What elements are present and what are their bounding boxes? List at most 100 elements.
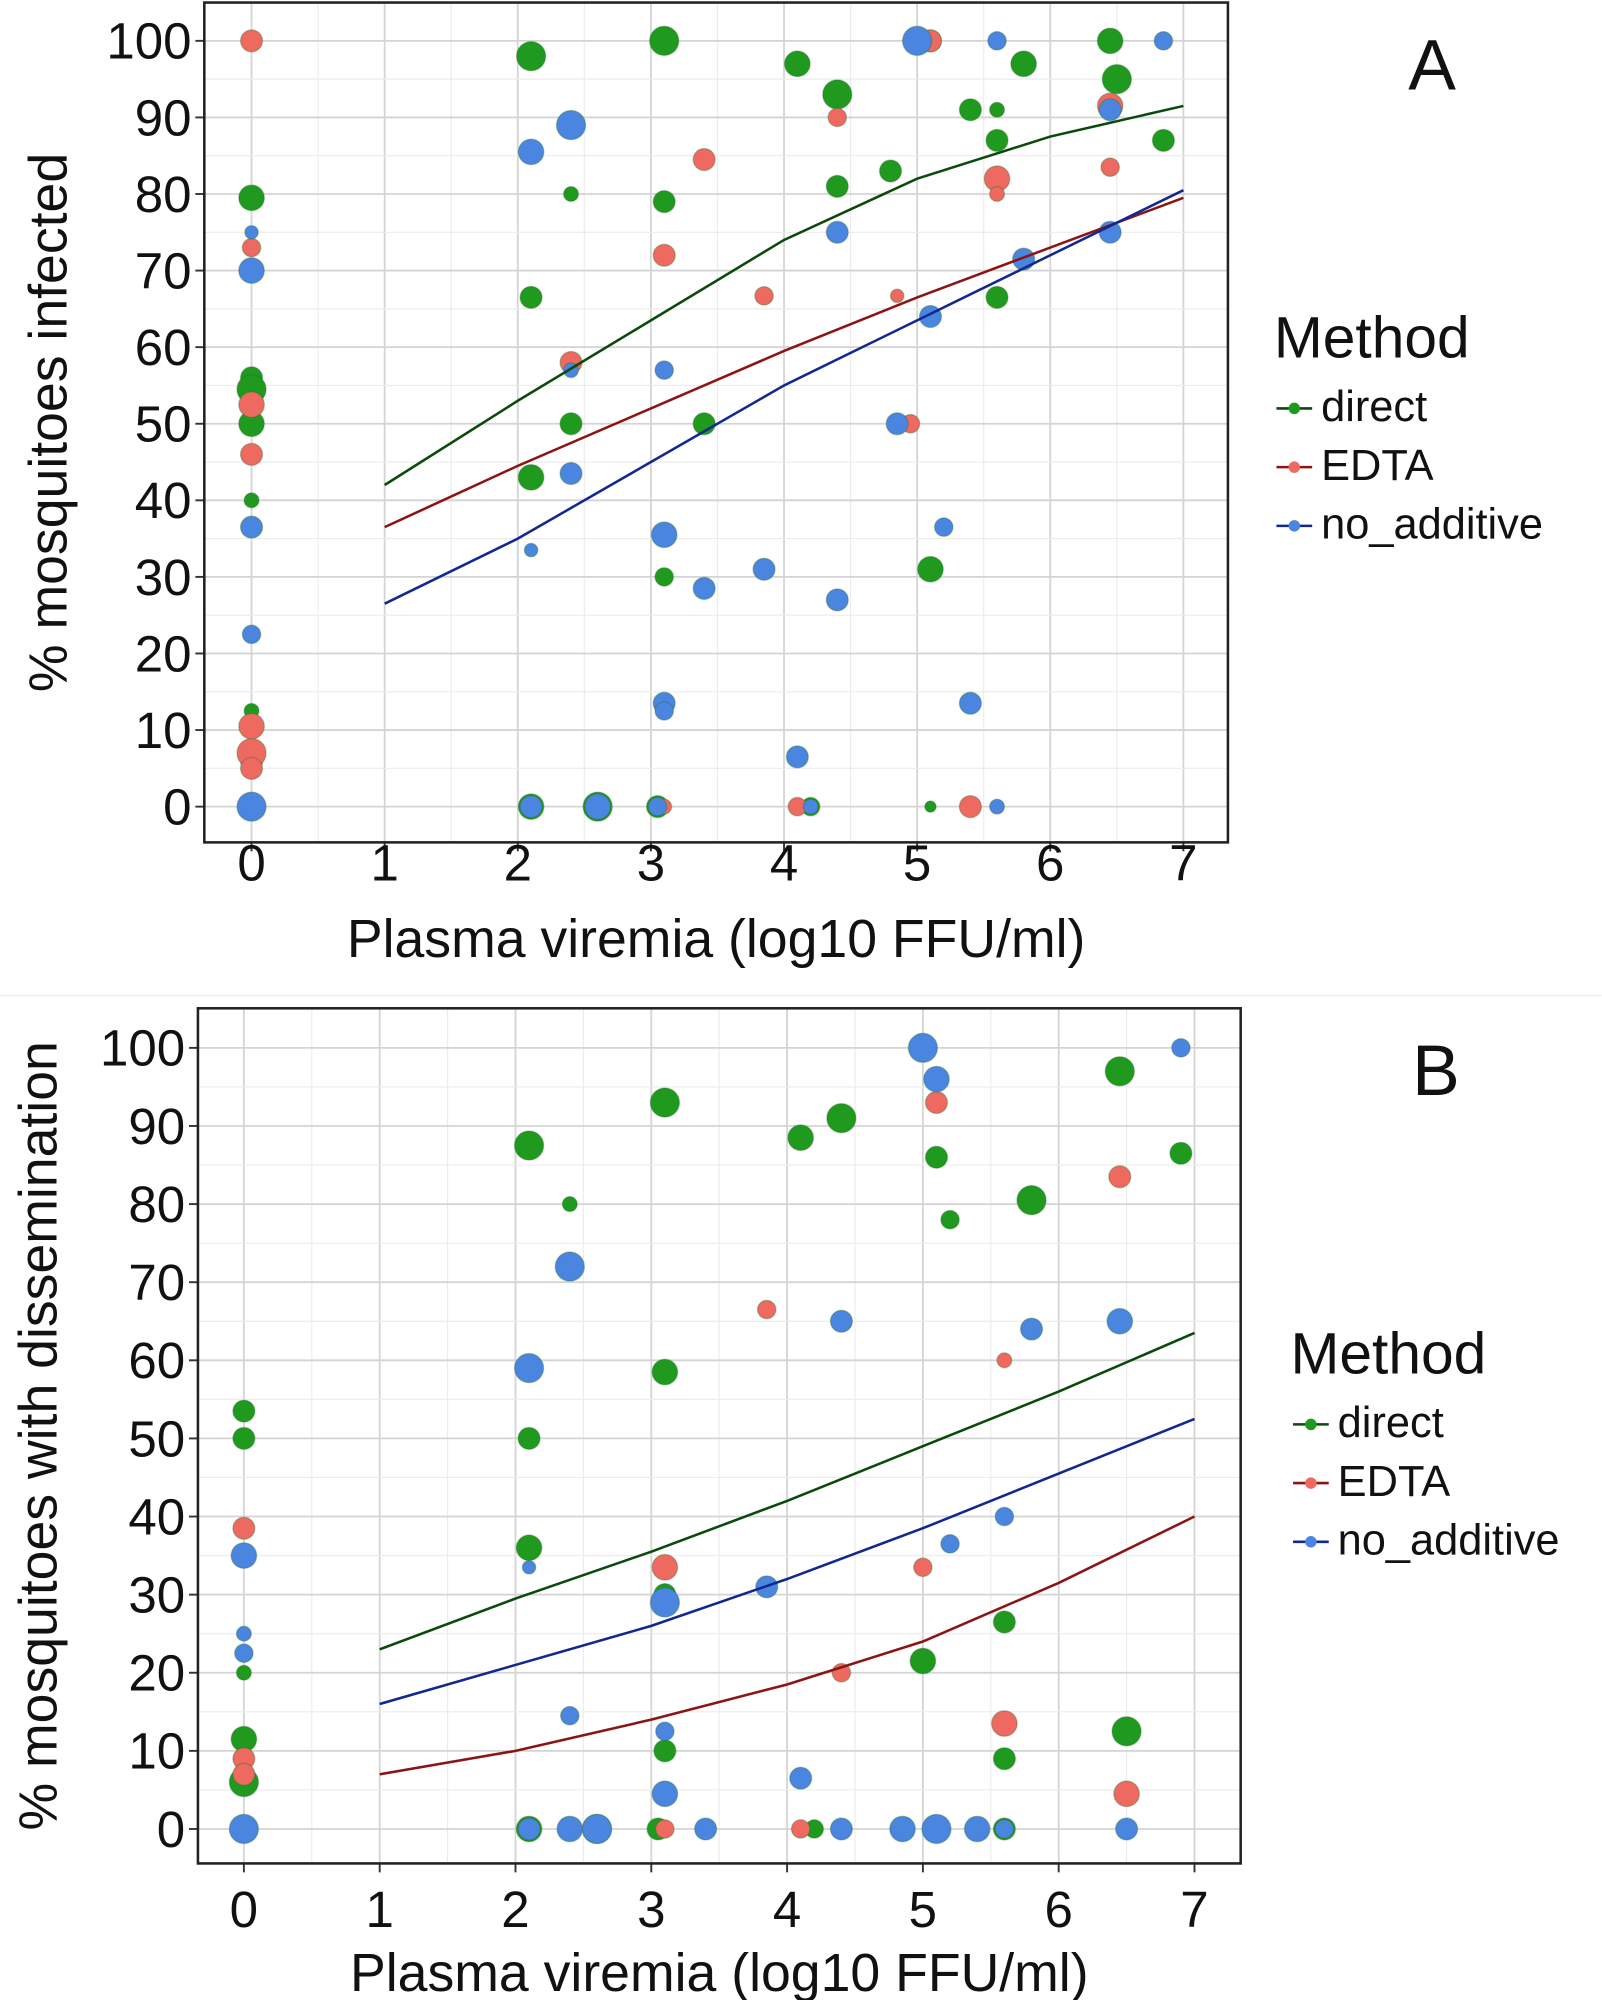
data-point-no-additive bbox=[923, 1065, 950, 1093]
data-point-EDTA bbox=[827, 107, 848, 128]
legend-marker bbox=[1288, 520, 1301, 532]
data-point-direct bbox=[985, 128, 1009, 153]
data-point-no-additive bbox=[241, 624, 262, 645]
data-point-no-additive bbox=[901, 25, 933, 57]
data-point-EDTA bbox=[651, 1553, 679, 1581]
y-tick-label: 70 bbox=[135, 242, 192, 299]
data-point-direct bbox=[519, 285, 543, 309]
y-tick-label: 0 bbox=[157, 1801, 185, 1858]
data-point-no-additive bbox=[1114, 1817, 1139, 1841]
data-point-EDTA bbox=[924, 1090, 949, 1115]
y-tick-label: 60 bbox=[135, 319, 192, 376]
data-point-direct bbox=[513, 1130, 545, 1161]
data-point-direct bbox=[878, 159, 903, 183]
data-point-direct bbox=[924, 1145, 949, 1169]
data-point-no-additive bbox=[885, 412, 909, 436]
data-point-direct bbox=[1151, 128, 1176, 153]
data-point-no-additive bbox=[994, 1506, 1015, 1527]
legend-entry-EDTA: EDTA bbox=[1321, 442, 1434, 490]
data-point-no-additive bbox=[829, 1309, 854, 1333]
legend-marker bbox=[1288, 402, 1301, 415]
y-tick-label: 20 bbox=[128, 1645, 185, 1702]
y-axis-label: % mosquitoes with dissemination bbox=[8, 1041, 68, 1830]
fit-line-EDTA bbox=[384, 196, 1184, 529]
data-point-direct bbox=[651, 1358, 679, 1386]
data-point-no-additive bbox=[236, 791, 267, 822]
plot-area bbox=[204, 2, 1228, 843]
x-tick-label: 1 bbox=[365, 1881, 393, 1938]
data-point-no-additive bbox=[693, 1817, 718, 1841]
data-point-no-additive bbox=[933, 517, 954, 537]
data-point-EDTA bbox=[232, 1516, 256, 1540]
data-point-no-additive bbox=[889, 1815, 916, 1843]
y-tick-label: 90 bbox=[128, 1098, 185, 1155]
data-point-no-additive bbox=[692, 576, 716, 600]
plot-frame bbox=[203, 1, 1230, 844]
y-tick-label: 50 bbox=[135, 396, 192, 453]
data-point-no-additive bbox=[940, 1534, 960, 1554]
data-point-EDTA bbox=[889, 288, 905, 304]
x-tick-label: 3 bbox=[637, 835, 665, 892]
x-tick-label: 6 bbox=[1036, 835, 1064, 892]
data-point-direct bbox=[958, 98, 983, 122]
fit-line-no-additive bbox=[384, 189, 1184, 605]
data-point-direct bbox=[1016, 1184, 1047, 1216]
data-point-direct bbox=[909, 1647, 937, 1675]
data-point-EDTA bbox=[238, 712, 265, 740]
data-point-no-additive bbox=[559, 461, 583, 486]
data-point-no-additive bbox=[963, 1815, 991, 1843]
data-point-EDTA bbox=[754, 286, 774, 306]
data-point-direct bbox=[649, 1087, 681, 1118]
data-point-direct bbox=[653, 1739, 677, 1763]
x-tick-label: 5 bbox=[909, 1881, 937, 1938]
data-point-EDTA bbox=[232, 1762, 256, 1786]
data-point-no-additive bbox=[994, 1819, 1015, 1839]
data-point-no-additive bbox=[244, 224, 259, 240]
data-point-direct bbox=[1096, 27, 1124, 55]
data-point-no-additive bbox=[829, 1817, 854, 1841]
data-point-direct bbox=[985, 285, 1009, 309]
data-point-no-additive bbox=[556, 1815, 584, 1843]
data-point-no-additive bbox=[523, 542, 539, 558]
data-point-EDTA bbox=[988, 185, 1006, 203]
x-tick-label: 0 bbox=[237, 835, 265, 892]
data-point-no-additive bbox=[1153, 31, 1174, 51]
fit-line-no-additive bbox=[379, 1417, 1195, 1706]
data-point-direct bbox=[924, 800, 937, 813]
data-point-direct bbox=[652, 190, 676, 214]
y-tick-label: 100 bbox=[100, 1020, 185, 1077]
data-point-no-additive bbox=[228, 1813, 260, 1845]
legend: Method direct EDTA no_additive bbox=[1274, 305, 1543, 548]
data-point-direct bbox=[822, 79, 853, 110]
data-point-no-additive bbox=[651, 1780, 679, 1808]
legend-marker bbox=[1288, 461, 1301, 473]
data-point-direct bbox=[561, 1196, 578, 1213]
data-point-no-additive bbox=[1019, 1317, 1044, 1341]
data-point-direct bbox=[238, 184, 265, 212]
data-point-no-additive bbox=[239, 515, 264, 539]
data-point-no-additive bbox=[958, 691, 983, 715]
data-point-EDTA bbox=[239, 29, 264, 53]
data-point-EDTA bbox=[1100, 157, 1120, 178]
x-tick-label: 7 bbox=[1180, 1881, 1208, 1938]
y-tick-label: 70 bbox=[128, 1254, 185, 1311]
data-point-no-additive bbox=[519, 795, 543, 819]
data-point-no-additive bbox=[752, 557, 776, 581]
y-tick-label: 10 bbox=[128, 1723, 185, 1780]
y-tick-label: 50 bbox=[128, 1410, 185, 1467]
legend-entry-EDTA: EDTA bbox=[1338, 1458, 1451, 1506]
data-point-direct bbox=[988, 101, 1006, 118]
data-point-EDTA bbox=[652, 243, 676, 267]
data-point-no-additive bbox=[654, 701, 675, 721]
data-point-no-additive bbox=[988, 798, 1006, 815]
data-point-no-additive bbox=[921, 1813, 952, 1845]
data-point-EDTA bbox=[913, 1557, 933, 1578]
data-point-no-additive bbox=[559, 1705, 580, 1726]
data-point-no-additive bbox=[785, 745, 809, 769]
data-point-direct bbox=[1010, 50, 1038, 78]
fit-line-direct bbox=[379, 1331, 1195, 1651]
data-point-no-additive bbox=[234, 1643, 254, 1664]
legend-marker bbox=[1305, 1536, 1317, 1548]
panel-label-a: A bbox=[1408, 25, 1456, 105]
data-point-no-additive bbox=[517, 1817, 541, 1841]
